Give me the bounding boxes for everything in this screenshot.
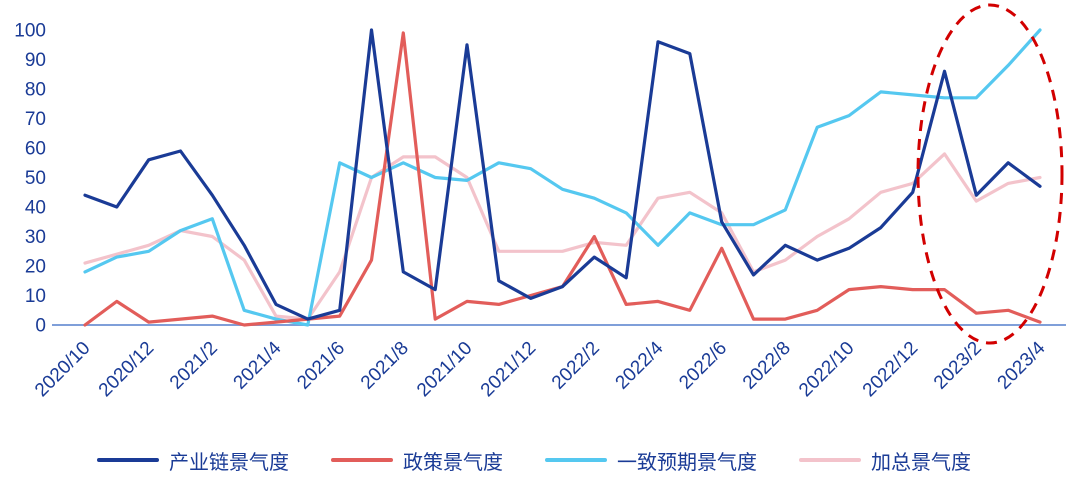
y-tick-label: 30 [25,227,46,248]
legend-item-2: 一致预期景气度 [545,446,757,475]
x-tick-label: 2021/12 [477,338,540,401]
y-tick-label: 100 [14,21,46,42]
y-tick-label: 80 [25,80,46,101]
x-tick-label: 2021/8 [357,338,413,394]
x-tick-label: 2021/6 [293,338,349,394]
x-tick-label: 2022/6 [675,338,731,394]
legend-label: 加总景气度 [871,451,971,474]
x-tick-label: 2020/12 [95,338,158,401]
y-tick-label: 70 [25,109,46,130]
chart-legend: 产业链景气度 政策景气度 一致预期景气度 加总景气度 [0,438,1068,482]
legend-line-swatch [545,458,607,462]
legend-line-swatch [97,458,159,462]
legend-label: 一致预期景气度 [617,451,757,474]
x-tick-label: 2023/4 [994,337,1050,393]
highlight-ellipse-annotation [916,3,1064,345]
x-tick-label: 2021/10 [413,338,476,401]
legend-line-swatch [331,458,393,462]
x-tick-label: 2023/2 [930,338,986,394]
series-line-3 [83,152,1042,321]
series-line-1 [83,31,1042,327]
x-tick-label: 2022/8 [739,338,795,394]
y-tick-label: 50 [25,168,46,189]
y-tick-label: 40 [25,198,46,219]
y-tick-label: 60 [25,139,46,160]
legend-label: 产业链景气度 [169,451,289,474]
x-tick-label: 2022/4 [612,337,668,393]
y-tick-label: 90 [25,50,46,71]
legend-label: 政策景气度 [403,451,503,474]
legend-item-0: 产业链景气度 [97,446,289,475]
y-tick-label: 0 [35,316,46,337]
x-tick-label: 2022/2 [548,338,604,394]
x-tick-label: 2020/10 [31,338,94,401]
x-tick-label: 2021/2 [166,338,222,394]
series-line-2 [83,28,1042,327]
y-tick-label: 10 [25,286,46,307]
legend-item-1: 政策景气度 [331,446,503,475]
y-tick-label: 20 [25,257,46,278]
x-tick-label: 2021/4 [230,337,286,393]
x-tick-label: 2022/10 [795,338,858,401]
legend-line-swatch [799,458,861,462]
series-line-0 [83,28,1042,321]
legend-item-3: 加总景气度 [799,446,971,475]
x-tick-label: 2022/12 [859,338,922,401]
